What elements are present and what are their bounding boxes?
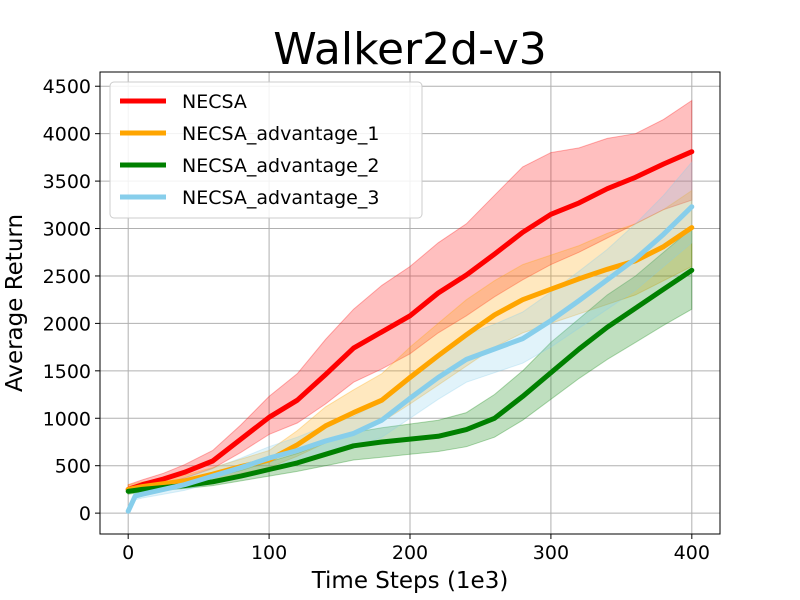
x-tick-label: 300 — [533, 542, 569, 564]
confidence-band — [127, 189, 693, 493]
legend-label: NECSA_advantage_1 — [182, 123, 379, 145]
y-axis-label: Average Return — [2, 214, 28, 392]
legend-box — [109, 81, 423, 219]
y-tick-label: 3500 — [43, 171, 91, 193]
chart-title: Walker2d-v3 — [273, 24, 547, 75]
y-tick-label: 3000 — [43, 219, 91, 241]
x-tick-label: 200 — [392, 542, 428, 564]
x-axis-label: Time Steps (1e3) — [311, 568, 509, 594]
x-tick-label: 0 — [122, 542, 134, 564]
axis-ticks: 0 100 200 300 400050010001500200025003000350… — [43, 76, 710, 564]
y-tick-label: 500 — [55, 456, 91, 478]
legend-label: NECSA — [182, 91, 247, 113]
series-line — [125, 204, 695, 514]
y-tick-label: 0 — [79, 503, 91, 525]
confidence-band — [127, 99, 693, 493]
legend-label: NECSA_advantage_3 — [182, 187, 379, 209]
y-tick-label: 2000 — [43, 313, 91, 335]
y-tick-label: 1000 — [43, 408, 91, 430]
series-lines — [125, 149, 695, 514]
x-tick-label: 400 — [674, 542, 710, 564]
series-line — [125, 225, 695, 492]
y-tick-label: 4000 — [43, 124, 91, 146]
y-tick-label: 2500 — [43, 266, 91, 288]
series-line — [125, 267, 695, 494]
series-line — [125, 149, 695, 492]
x-tick-label: 100 — [251, 542, 287, 564]
legend: NECSA NECSA_advantage_1 NECSA_advantage_2 N… — [109, 81, 423, 219]
legend-label: NECSA_advantage_2 — [182, 155, 379, 177]
y-tick-label: 4500 — [43, 76, 91, 98]
y-tick-label: 1500 — [43, 361, 91, 383]
